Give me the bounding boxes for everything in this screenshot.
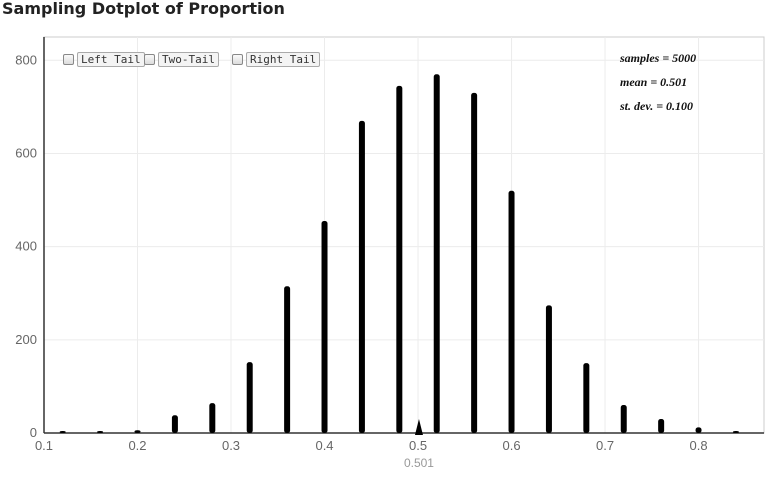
mean-marker-label: 0.501 [404, 456, 434, 470]
x-tick-label: 0.3 [222, 438, 240, 453]
x-tick-label: 0.7 [596, 438, 614, 453]
dot-stack-bar [695, 427, 702, 433]
dot-stack-bar [358, 120, 365, 433]
samples-stat: samples = 5000 [619, 51, 696, 65]
dot-stack-bar [134, 430, 141, 433]
two-tail-checkbox[interactable] [144, 54, 155, 65]
two-tail-option[interactable]: Two-Tail [144, 52, 219, 67]
x-tick-label: 0.8 [690, 438, 708, 453]
right-tail-checkbox[interactable] [232, 54, 243, 65]
dot-stack-bar [658, 419, 665, 433]
chart-title: Sampling Dotplot of Proportion [2, 0, 285, 18]
stdev-stat: st. dev. = 0.100 [619, 99, 693, 113]
dot-stack-bar [321, 221, 328, 433]
left-tail-option[interactable]: Left Tail [63, 52, 145, 67]
mean-stat: mean = 0.501 [620, 75, 687, 89]
y-tick-label: 200 [15, 332, 37, 347]
x-tick-label: 0.2 [128, 438, 146, 453]
y-tick-label: 0 [30, 425, 37, 440]
dot-stack-bar [97, 431, 104, 433]
x-tick-label: 0.1 [35, 438, 53, 453]
dot-stack-bar [545, 305, 552, 433]
right-tail-label: Right Tail [246, 52, 321, 67]
dot-stack-bar [620, 405, 627, 433]
dot-stack-bar [583, 363, 590, 433]
left-tail-checkbox[interactable] [63, 54, 74, 65]
dot-stack-bar [246, 362, 253, 433]
x-tick-label: 0.6 [502, 438, 520, 453]
y-tick-label: 400 [15, 239, 37, 254]
left-tail-label: Left Tail [77, 52, 145, 67]
dot-stack-bar [209, 403, 216, 433]
y-tick-label: 800 [15, 52, 37, 67]
dot-stack-bar [284, 286, 291, 433]
dot-stack-bar [471, 92, 478, 433]
dot-stack-bar [171, 415, 178, 433]
x-tick-label: 0.4 [315, 438, 333, 453]
dot-stack-bar [508, 190, 515, 433]
dot-stack-bar [59, 431, 66, 433]
dot-stack-bar [396, 85, 403, 433]
right-tail-option[interactable]: Right Tail [232, 52, 321, 67]
dot-stack-bar [433, 74, 440, 433]
dot-stack-bar [732, 431, 739, 433]
mean-marker-icon [414, 419, 423, 435]
plot-area [43, 36, 765, 434]
y-tick-label: 600 [15, 145, 37, 160]
x-tick-label: 0.5 [409, 438, 427, 453]
two-tail-label: Two-Tail [158, 52, 219, 67]
